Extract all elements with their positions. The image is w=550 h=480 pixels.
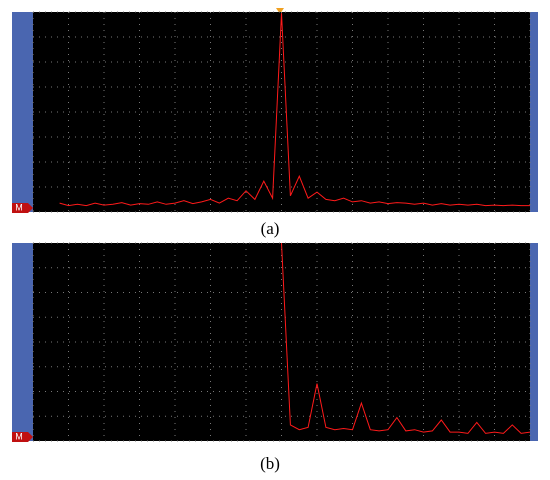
side-bar (12, 243, 33, 441)
side-strip (530, 12, 538, 212)
marker-tag (12, 203, 33, 213)
caption: (b) (260, 454, 280, 473)
spectrum-line (281, 242, 531, 434)
trigger-marker (276, 8, 284, 14)
side-strip (530, 243, 538, 441)
caption: (a) (261, 219, 280, 238)
marker-label: M (15, 431, 23, 441)
spectrum-line (59, 13, 530, 207)
marker-label: M (15, 202, 23, 212)
side-bar (12, 12, 33, 212)
marker-tag (12, 432, 33, 442)
